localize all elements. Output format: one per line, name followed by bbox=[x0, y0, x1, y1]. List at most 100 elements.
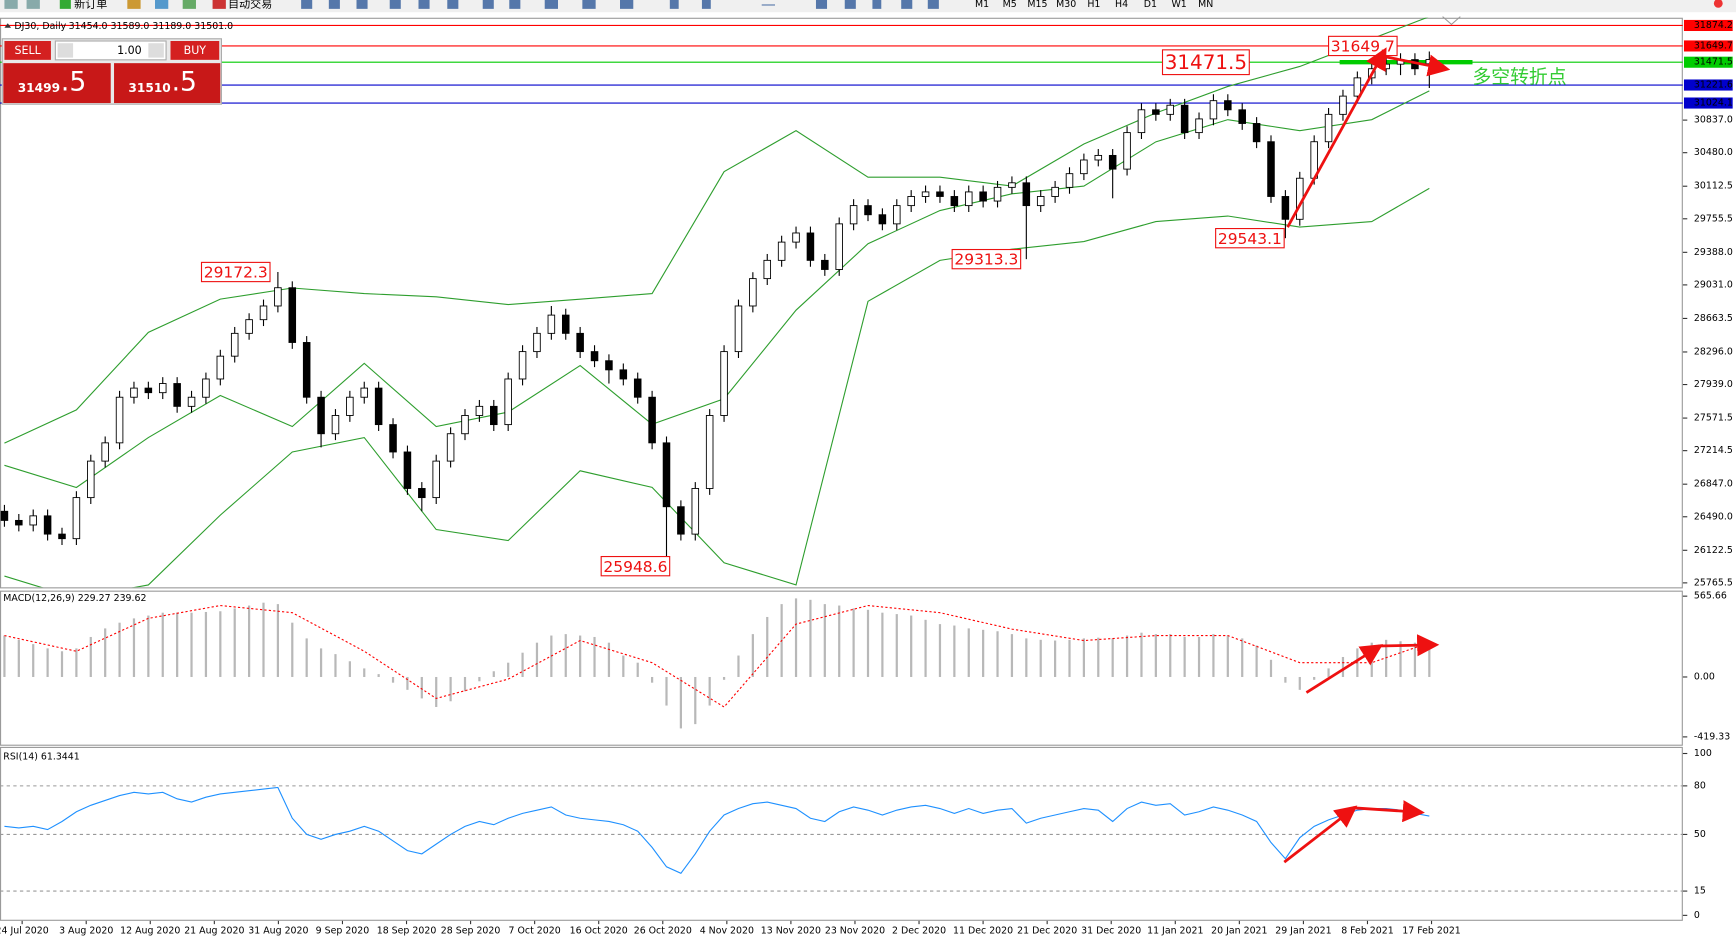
sell-label[interactable]: SELL bbox=[15, 44, 42, 57]
price-annotation: 25948.6 bbox=[603, 558, 667, 576]
timeframe-button[interactable]: M15 bbox=[1027, 0, 1047, 10]
macd-bar bbox=[262, 602, 265, 677]
candle-body bbox=[1065, 173, 1074, 188]
macd-bar bbox=[233, 608, 236, 677]
candle-body bbox=[518, 351, 527, 380]
macd-bar bbox=[636, 662, 639, 677]
y-tick-label: 25765.5 bbox=[1694, 577, 1733, 588]
buy-button[interactable] bbox=[170, 41, 220, 60]
auto-trade-button[interactable]: 自动交易 bbox=[228, 0, 272, 10]
macd-bar bbox=[334, 654, 337, 677]
sell-button[interactable] bbox=[4, 41, 51, 60]
icon[interactable] bbox=[212, 0, 226, 9]
candle-body bbox=[763, 259, 772, 280]
macd-bar bbox=[1370, 642, 1373, 677]
bid-fraction[interactable]: .5 bbox=[61, 67, 86, 98]
price-annotation: 31649.7 bbox=[1331, 38, 1395, 56]
macd-bar bbox=[305, 638, 308, 677]
plot-area bbox=[0, 17, 1683, 588]
icon[interactable] bbox=[59, 0, 71, 9]
timeframe-button[interactable]: M5 bbox=[1003, 0, 1017, 10]
buy-price-button[interactable] bbox=[114, 63, 221, 104]
rsi-line bbox=[4, 786, 1430, 874]
candle-body bbox=[547, 314, 556, 334]
timeframe-button[interactable]: D1 bbox=[1144, 0, 1157, 10]
bid-price[interactable]: 31499 bbox=[18, 81, 60, 95]
macd-bar bbox=[953, 625, 956, 677]
candle-body bbox=[792, 232, 800, 243]
macd-bar bbox=[679, 676, 682, 729]
x-tick-label: 11 Dec 2020 bbox=[953, 925, 1013, 936]
timeframe-button[interactable]: W1 bbox=[1171, 0, 1186, 10]
y-tick-label: 15 bbox=[1694, 886, 1706, 897]
timeframe-button[interactable]: M1 bbox=[975, 0, 989, 10]
macd-bar bbox=[708, 676, 711, 706]
lots-down[interactable] bbox=[57, 43, 74, 58]
macd-bar bbox=[348, 661, 351, 677]
lots-input[interactable] bbox=[54, 40, 167, 61]
trend-arrow bbox=[1305, 644, 1384, 694]
candle-body bbox=[1036, 196, 1045, 207]
candle-body bbox=[216, 355, 225, 380]
ask-fraction[interactable]: .5 bbox=[172, 67, 197, 98]
candle-body bbox=[806, 232, 815, 261]
price-annotation: 29313.3 bbox=[954, 251, 1018, 269]
level-tag bbox=[1683, 97, 1733, 109]
price-annotation: 29172.3 bbox=[204, 264, 268, 282]
lots-up[interactable] bbox=[148, 43, 164, 58]
timeframe-button[interactable]: H1 bbox=[1087, 0, 1100, 10]
candle-body bbox=[389, 424, 397, 453]
macd-bar bbox=[161, 612, 164, 677]
candle-body bbox=[230, 332, 239, 357]
ask-price[interactable]: 31510 bbox=[128, 81, 170, 95]
level-tag bbox=[1683, 40, 1733, 52]
timeframe-button[interactable]: MN bbox=[1198, 0, 1213, 10]
new-order-button[interactable]: 新订单 bbox=[74, 0, 107, 10]
level-tag-label: 31874.2 bbox=[1694, 20, 1733, 31]
macd-bar bbox=[1125, 635, 1129, 677]
macd-bar bbox=[651, 676, 654, 683]
trend-arrow bbox=[1378, 634, 1440, 657]
buy-label[interactable]: BUY bbox=[184, 44, 207, 57]
candle-body bbox=[1425, 59, 1434, 65]
x-tick-label: 29 Jan 2021 bbox=[1275, 925, 1331, 936]
y-tick-label: 100 bbox=[1694, 748, 1712, 759]
candle-body bbox=[677, 506, 685, 535]
y-tick-label: 27571.5 bbox=[1694, 413, 1733, 424]
y-tick-label: 565.66 bbox=[1694, 591, 1727, 602]
macd-bar bbox=[1097, 637, 1100, 677]
sell-price-button[interactable] bbox=[3, 63, 111, 104]
macd-bar bbox=[435, 676, 438, 707]
x-tick-label: 21 Dec 2020 bbox=[1017, 925, 1077, 936]
one-click-trading: SELL 1.00 BUY 31499 .5 31510 .5 bbox=[1, 38, 222, 105]
macd-bar bbox=[276, 604, 279, 677]
icon[interactable] bbox=[26, 0, 40, 9]
candle-body bbox=[1238, 109, 1246, 124]
candle-body bbox=[1123, 132, 1131, 170]
candle-body bbox=[202, 378, 210, 398]
candle-body bbox=[777, 241, 786, 261]
timeframe-button[interactable]: H4 bbox=[1115, 0, 1128, 10]
candle-body bbox=[403, 451, 412, 489]
candle-body bbox=[1108, 154, 1117, 170]
price-annotation: 29543.1 bbox=[1218, 230, 1282, 248]
icon[interactable] bbox=[127, 0, 141, 9]
candle-body bbox=[1137, 109, 1146, 134]
candle-body bbox=[0, 510, 9, 521]
y-tick-label: 30112.5 bbox=[1694, 181, 1733, 192]
alert-icon[interactable] bbox=[1713, 0, 1723, 8]
lots-value[interactable]: 1.00 bbox=[117, 44, 142, 57]
y-tick-label: 0.00 bbox=[1694, 671, 1715, 682]
timeframe-button[interactable]: M30 bbox=[1056, 0, 1076, 10]
icon[interactable] bbox=[182, 0, 196, 9]
macd-bar bbox=[248, 605, 251, 677]
candle-body bbox=[144, 387, 153, 394]
y-tick-label: 26122.5 bbox=[1694, 545, 1733, 556]
macd-bar bbox=[363, 668, 366, 677]
macd-bar bbox=[420, 676, 423, 699]
macd-bar bbox=[838, 605, 841, 677]
icon[interactable] bbox=[4, 0, 18, 9]
icon[interactable] bbox=[155, 0, 169, 9]
trend-arrow bbox=[1286, 47, 1387, 228]
